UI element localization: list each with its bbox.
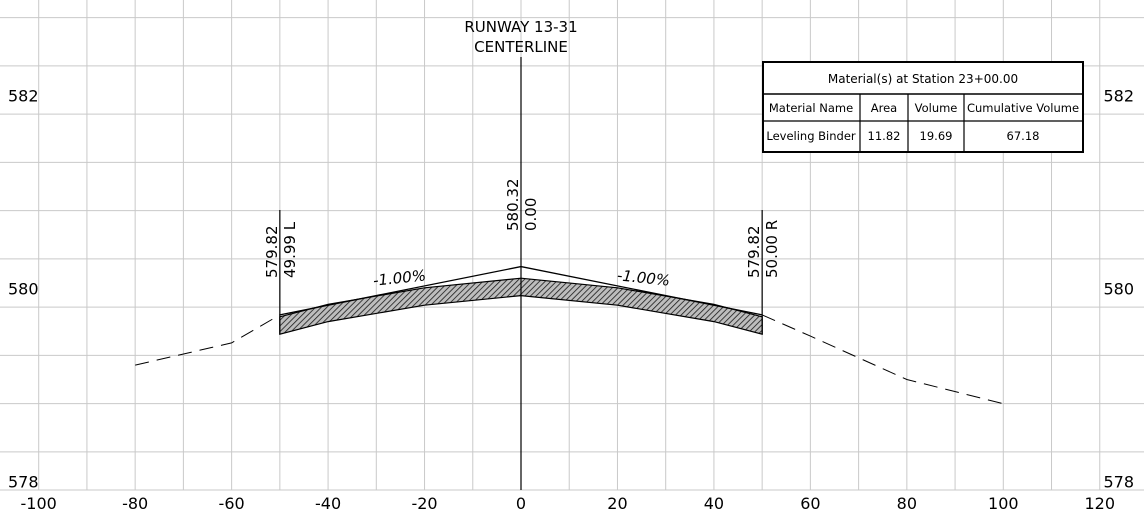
- centerline-offset-label: 0.00: [522, 198, 540, 231]
- material-table-cell: Leveling Binder: [766, 129, 856, 143]
- material-table-cell: 11.82: [868, 129, 901, 143]
- x-tick-label: -100: [21, 494, 57, 513]
- x-tick-label: 40: [704, 494, 724, 513]
- left-edge-elevation-label: 579.82: [263, 226, 281, 279]
- y-tick-label-right: 580: [1103, 280, 1134, 299]
- y-tick-label-right: 582: [1103, 87, 1134, 106]
- material-table-header: Area: [871, 101, 897, 115]
- x-tick-label: 80: [897, 494, 917, 513]
- material-table-title: Material(s) at Station 23+00.00: [828, 72, 1018, 86]
- x-tick-label: 60: [800, 494, 820, 513]
- y-tick-label-right: 578: [1103, 473, 1134, 492]
- x-tick-label: -40: [315, 494, 341, 513]
- axis-labels: -100 -80 -60 -40 -20 0 20 40 60 80 100 120 582 580 57…: [8, 87, 1134, 514]
- material-table-header: Volume: [915, 101, 958, 115]
- grid: [0, 0, 1144, 491]
- centerline-elevation-label: 580.32: [504, 179, 522, 232]
- y-tick-label-left: 580: [8, 280, 39, 299]
- material-table-header: Cumulative Volume: [967, 101, 1079, 115]
- left-edge-offset-label: 49.99 L: [281, 221, 299, 278]
- grade-label-left: -1.00%: [372, 266, 427, 289]
- material-table-header: Material Name: [769, 101, 853, 115]
- existing-ground-left: [135, 314, 281, 366]
- x-tick-label: -60: [219, 494, 245, 513]
- material-table-cell: 67.18: [1007, 129, 1040, 143]
- x-tick-label: -20: [411, 494, 437, 513]
- title-line-2: CENTERLINE: [474, 38, 568, 56]
- title-line-1: RUNWAY 13-31: [464, 18, 577, 36]
- pavement-section: [135, 57, 1004, 490]
- y-tick-label-left: 582: [8, 87, 39, 106]
- x-tick-label: 100: [988, 494, 1019, 513]
- y-tick-labels-right: 582 580 578: [1103, 87, 1134, 492]
- material-table-cell: 19.69: [920, 129, 953, 143]
- x-tick-label: 20: [607, 494, 627, 513]
- right-edge-offset-label: 50.00 R: [763, 220, 781, 278]
- material-table: Material(s) at Station 23+00.00 Material…: [762, 61, 1084, 153]
- y-tick-label-left: 578: [8, 473, 39, 492]
- x-tick-labels: -100 -80 -60 -40 -20 0 20 40 60 80 100 120: [21, 494, 1115, 513]
- leveling-binder-layer: [279, 277, 763, 335]
- y-tick-labels-left: 582 580 578: [8, 87, 39, 492]
- right-edge-elevation-label: 579.82: [745, 226, 763, 279]
- x-tick-label: 0: [516, 494, 526, 513]
- existing-ground-right: [761, 314, 1004, 405]
- grade-label-right: -1.00%: [616, 266, 671, 289]
- x-tick-label: -80: [122, 494, 148, 513]
- x-tick-label: 120: [1084, 494, 1115, 513]
